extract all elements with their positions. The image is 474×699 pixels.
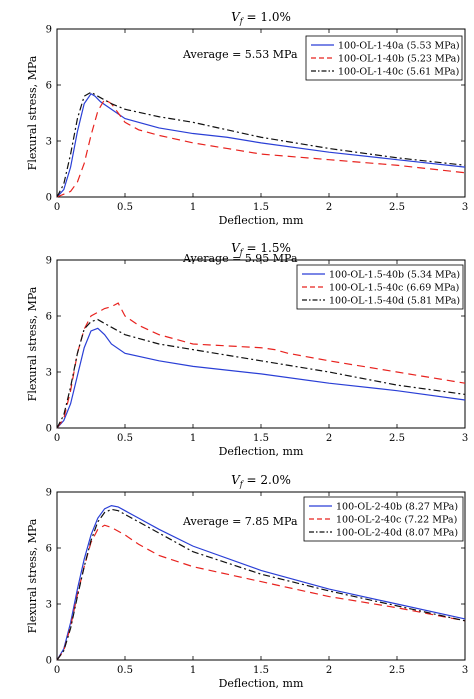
y-tick-label: 3	[46, 600, 52, 611]
chart-panel-1: Vf = 1.0% 0 0.5 1 1.5 2 2.5 3 0 3 6 9 Deflection, mm…	[26, 10, 468, 227]
x-tick-label: 0	[54, 202, 60, 213]
series-line-2	[56, 302, 466, 429]
legend: 100-OL-1-40a (5.53 MPa) 100-OL-1-40b (5.2…	[305, 35, 463, 81]
y-tick-label: 3	[46, 137, 52, 148]
legend-entry-1: 100-OL-1-40a (5.53 MPa)	[338, 41, 460, 52]
legend-entry-1: 100-OL-2-40b (8.27 MPa)	[336, 502, 458, 513]
y-tick-label: 9	[46, 488, 52, 499]
legend-box	[296, 264, 464, 310]
x-axis-label: Deflection, mm	[219, 214, 304, 227]
title-subscript: f	[239, 248, 245, 257]
legend-entry-2: 100-OL-2-40c (7.22 MPa)	[336, 515, 457, 526]
title-subscript: f	[239, 17, 245, 26]
x-axis-label: Deflection, mm	[219, 445, 304, 458]
y-axis-label: Flexural stress, MPa	[26, 55, 39, 170]
y-tick-label: 9	[46, 256, 52, 267]
y-tick-label: 6	[46, 312, 52, 323]
series-line-3	[56, 508, 466, 661]
y-tick-label: 3	[46, 368, 52, 379]
y-axis-label: Flexural stress, MPa	[26, 286, 39, 401]
x-tick-label: 2.5	[389, 433, 405, 444]
x-tick-label: 1	[190, 433, 196, 444]
legend-box	[303, 496, 464, 542]
x-tick-label: 2	[326, 433, 332, 444]
x-axis-label: Deflection, mm	[219, 677, 304, 690]
series-line-1	[56, 327, 466, 429]
title-subscript: f	[239, 480, 245, 489]
legend-entry-2: 100-OL-1.5-40c (6.69 MPa)	[329, 283, 459, 294]
legend-entry-2: 100-OL-1-40b (5.23 MPa)	[338, 54, 460, 65]
x-tick-label: 1	[190, 202, 196, 213]
x-tick-label: 2.5	[389, 202, 405, 213]
chart-title: Vf = 2.0%	[231, 473, 291, 489]
average-annotation: Average = 5.95 MPa	[182, 252, 298, 265]
title-variable: V	[231, 473, 241, 487]
x-tick-label: 0.5	[117, 202, 133, 213]
chart-title: Vf = 1.0%	[231, 10, 291, 26]
chart-panel-2: Vf = 1.5% 0 0.5 1 1.5 2 2.5 3 0 3 6 9 Deflection, mm…	[26, 241, 468, 458]
x-tick-label: 0	[54, 665, 60, 676]
x-tick-label: 2	[326, 202, 332, 213]
series-line-1	[56, 505, 466, 661]
y-tick-label: 6	[46, 81, 52, 92]
chart-panel-3: Vf = 2.0% 0 0.5 1 1.5 2 2.5 3 0 3 6 9 Deflection, mm…	[26, 473, 468, 690]
x-tick-label: 3	[462, 433, 468, 444]
legend: 100-OL-2-40b (8.27 MPa) 100-OL-2-40c (7.2…	[303, 496, 464, 542]
title-value: = 1.5%	[243, 241, 291, 255]
x-tick-label: 0	[54, 433, 60, 444]
series-line-1	[56, 92, 466, 198]
series-line-2	[56, 98, 466, 198]
x-tick-label: 1	[190, 665, 196, 676]
y-axis-label: Flexural stress, MPa	[26, 518, 39, 633]
x-tick-label: 2	[326, 665, 332, 676]
legend-entry-1: 100-OL-1.5-40b (5.34 MPa)	[329, 270, 460, 281]
title-variable: V	[231, 241, 241, 255]
x-tick-label: 2.5	[389, 665, 405, 676]
x-tick-label: 1.5	[253, 202, 269, 213]
y-tick-label: 0	[46, 424, 52, 435]
legend: 100-OL-1.5-40b (5.34 MPa) 100-OL-1.5-40c …	[296, 264, 464, 310]
y-tick-label: 6	[46, 544, 52, 555]
series-line-3	[56, 91, 466, 198]
legend-entry-3: 100-OL-1-40c (5.61 MPa)	[338, 67, 459, 78]
series-line-3	[56, 318, 466, 429]
chart-title: Vf = 1.5%	[231, 241, 291, 257]
title-value: = 2.0%	[243, 473, 291, 487]
x-tick-label: 0.5	[117, 665, 133, 676]
title-variable: V	[231, 10, 241, 24]
x-tick-label: 1.5	[253, 665, 269, 676]
legend-entry-3: 100-OL-2-40d (8.07 MPa)	[336, 528, 458, 539]
x-tick-label: 3	[462, 202, 468, 213]
y-tick-label: 0	[46, 656, 52, 667]
x-tick-label: 1.5	[253, 433, 269, 444]
legend-entry-3: 100-OL-1.5-40d (5.81 MPa)	[329, 296, 460, 307]
y-tick-label: 9	[46, 25, 52, 36]
series-line-2	[56, 524, 466, 661]
y-tick-label: 0	[46, 193, 52, 204]
average-annotation: Average = 5.53 MPa	[182, 48, 298, 61]
average-annotation: Average = 7.85 MPa	[182, 515, 298, 528]
x-tick-label: 3	[462, 665, 468, 676]
title-value: = 1.0%	[243, 10, 291, 24]
x-tick-label: 0.5	[117, 433, 133, 444]
